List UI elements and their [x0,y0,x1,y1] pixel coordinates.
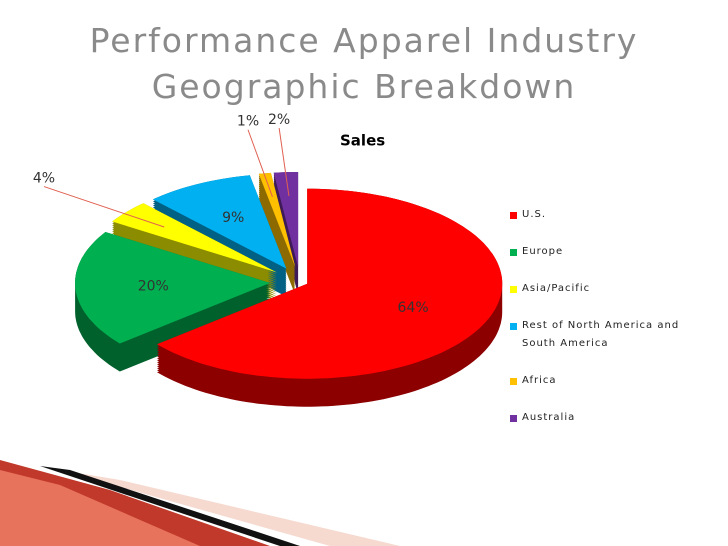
slice [75,232,271,344]
legend-item: Rest of North America and South America [510,317,695,353]
chart-title: Sales [340,132,385,150]
legend-label: U.S. [522,209,547,220]
legend: U.S. Europe Asia/Pacific Rest of North Amer… [510,206,695,446]
decor [40,466,300,546]
legend-label: Africa [522,375,557,386]
slide-title: Performance Apparel Industry Geographic … [89,21,639,106]
legend-swatch [510,286,517,293]
decor [60,470,400,546]
value-label: 1% [237,114,259,130]
legend-item: U.S. [510,206,695,224]
slice [273,172,299,268]
legend-swatch [510,415,517,422]
slice [112,203,277,273]
legend-item: Asia/Pacific [510,280,695,298]
legend-item: Africa [510,372,695,390]
slice-side [258,172,296,296]
legend-label: Europe [522,246,564,257]
value-label: 64% [398,300,429,316]
leader-line [43,186,165,228]
value-label: 4% [33,171,55,187]
value-label: 2% [268,112,290,128]
legend-swatch [510,378,517,385]
legend-item: Europe [510,243,695,261]
leader-line [247,129,273,197]
legend-label: Australia [522,412,576,423]
slice [152,175,287,269]
value-label: 9% [222,210,244,226]
slice [157,188,503,379]
slice [258,172,296,268]
legend-label: Asia/Pacific [522,283,591,294]
value-label: 20% [138,279,169,295]
decor [0,470,200,546]
legend-swatch [510,323,517,330]
legend-item: Australia [510,409,695,427]
legend-swatch [510,212,517,219]
legend-label: Rest of North America and South America [522,320,680,349]
leader-line [278,127,290,196]
legend-swatch [510,249,517,256]
